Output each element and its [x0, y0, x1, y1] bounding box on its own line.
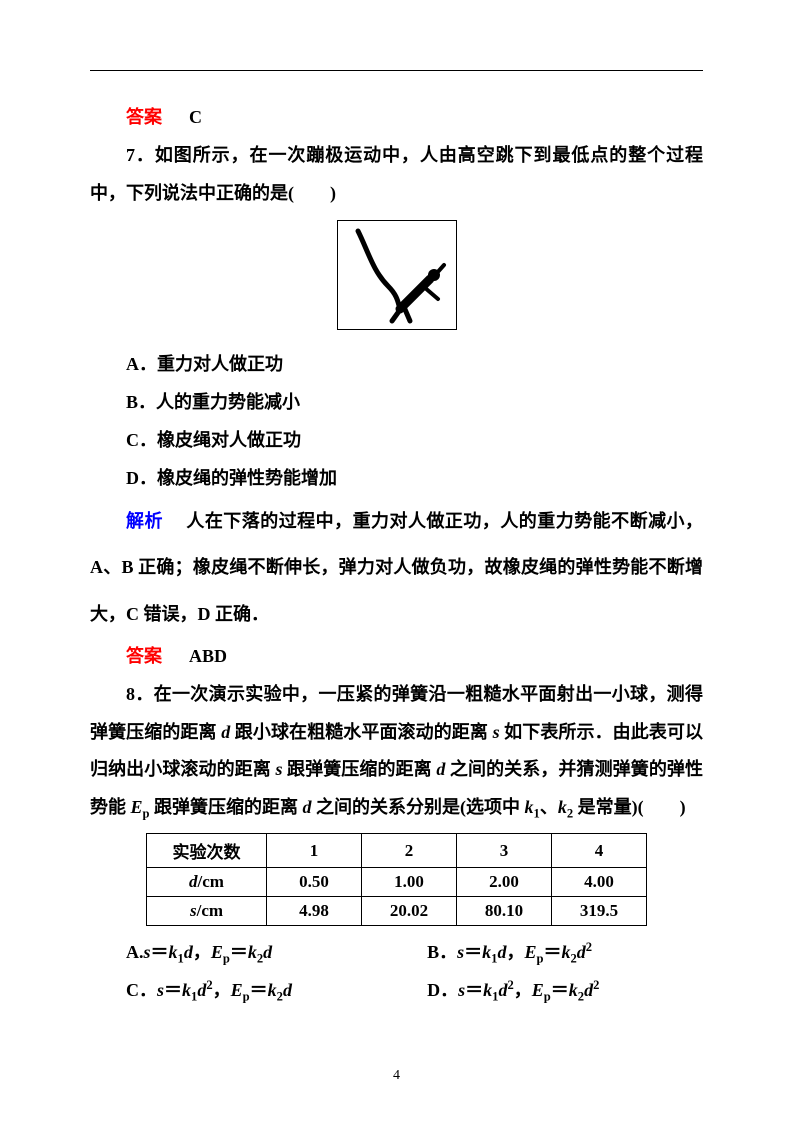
q7-number: 7．: [126, 145, 155, 165]
q8-number: 8．: [126, 684, 154, 704]
answer-label-2: 答案: [126, 646, 162, 666]
q8-option-D: D．s＝k1d2，Ep＝k2d2: [427, 972, 703, 1010]
table-row-d: d/cm 0.50 1.00 2.00 4.00: [147, 868, 647, 897]
analysis-label: 解析: [126, 511, 163, 531]
q8-option-C: C．s＝k1d2，Ep＝k2d: [90, 972, 427, 1010]
q8-stem: 8．在一次演示实验中，一压紧的弹簧沿一粗糙水平面射出一小球，测得弹簧压缩的距离 …: [90, 676, 703, 827]
page-content: 答案 C 7．如图所示，在一次蹦极运动中，人由高空跳下到最低点的整个过程中，下列…: [0, 0, 793, 1060]
q8-options-row2: C．s＝k1d2，Ep＝k2d D．s＝k1d2，Ep＝k2d2: [90, 972, 703, 1010]
q7-figure: [337, 220, 457, 330]
q7-options: A．重力对人做正功 B．人的重力势能减小 C．橡皮绳对人做正功 D．橡皮绳的弹性…: [90, 346, 703, 497]
q7-option-C: C．橡皮绳对人做正功: [90, 422, 703, 460]
q7-figure-wrap: [90, 220, 703, 336]
q6-answer-line: 答案 C: [90, 99, 703, 137]
q7-stem-text: 如图所示，在一次蹦极运动中，人由高空跳下到最低点的整个过程中，下列说法中正确的是…: [90, 145, 703, 203]
q8-options-row1: A.s＝k1d，Ep＝k2d B．s＝k1d，Ep＝k2d2: [90, 934, 703, 972]
q6-answer-value: C: [189, 107, 202, 127]
q8-table: 实验次数 1 2 3 4 d/cm 0.50 1.00 2.00 4.00 s/…: [146, 833, 647, 926]
table-col-2: 2: [362, 834, 457, 868]
table-col-4: 4: [552, 834, 647, 868]
page-number: 4: [0, 1068, 793, 1084]
table-row-header: 实验次数 1 2 3 4: [147, 834, 647, 868]
q7-answer-line: 答案 ABD: [90, 638, 703, 676]
table-row-s: s/cm 4.98 20.02 80.10 319.5: [147, 897, 647, 926]
q7-stem: 7．如图所示，在一次蹦极运动中，人由高空跳下到最低点的整个过程中，下列说法中正确…: [90, 137, 703, 213]
table-col-1: 1: [267, 834, 362, 868]
q7-answer-value: ABD: [189, 646, 227, 666]
q8-option-B: B．s＝k1d，Ep＝k2d2: [427, 934, 703, 972]
bungee-icon: [338, 221, 458, 331]
q7-option-D: D．橡皮绳的弹性势能增加: [90, 460, 703, 498]
row-d-label: d/cm: [147, 868, 267, 897]
q7-option-A: A．重力对人做正功: [90, 346, 703, 384]
answer-label: 答案: [126, 107, 162, 127]
top-rule: [90, 70, 703, 71]
table-header-label: 实验次数: [147, 834, 267, 868]
q8-option-A: A.s＝k1d，Ep＝k2d: [90, 934, 427, 972]
q7-analysis: 解析 人在下落的过程中，重力对人做正功，人的重力势能不断减小，A、B 正确；橡皮…: [90, 498, 703, 638]
row-s-label: s/cm: [147, 897, 267, 926]
table-col-3: 3: [457, 834, 552, 868]
q7-option-B: B．人的重力势能减小: [90, 384, 703, 422]
